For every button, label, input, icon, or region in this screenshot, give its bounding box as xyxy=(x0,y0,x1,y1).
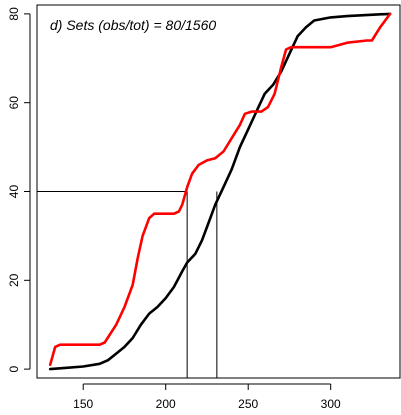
chart-title: d) Sets (obs/tot) = 80/1560 xyxy=(50,17,216,33)
x-tick-label-200: 200 xyxy=(156,397,176,411)
x-tick-label-300: 300 xyxy=(321,397,341,411)
reference-lines xyxy=(37,191,218,378)
y-tick-label-0: 0 xyxy=(7,365,21,372)
series-line-2 xyxy=(48,12,392,366)
x-tick-label-250: 250 xyxy=(238,397,258,411)
x-axis: 150 200 250 300 xyxy=(73,383,341,411)
y-axis: 0 20 40 60 80 xyxy=(7,7,31,372)
x-tick-label-150: 150 xyxy=(73,397,93,411)
series-group xyxy=(48,12,392,371)
series-line-1 xyxy=(48,12,392,371)
y-tick-label-40: 40 xyxy=(7,185,21,199)
y-tick-label-60: 60 xyxy=(7,96,21,110)
y-tick-label-20: 20 xyxy=(7,273,21,287)
y-tick-label-80: 80 xyxy=(7,7,21,21)
